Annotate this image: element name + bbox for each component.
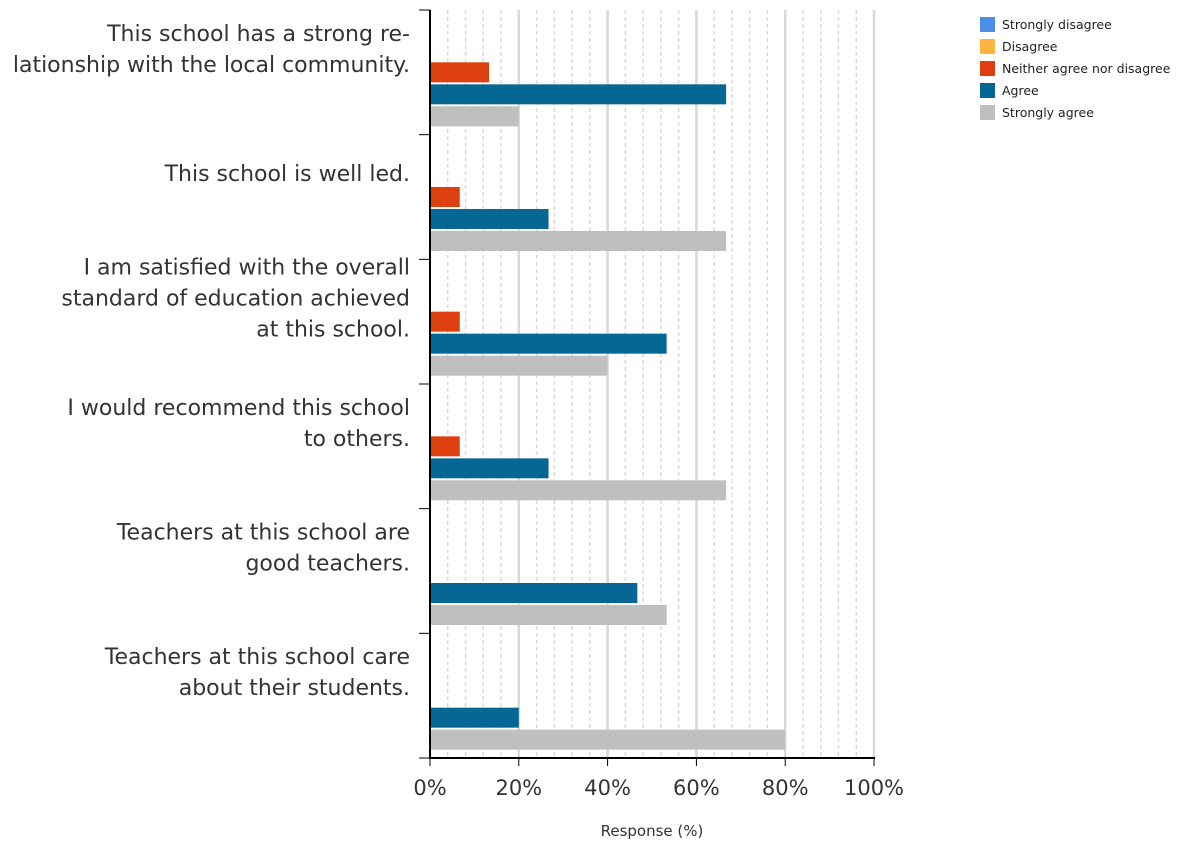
x-tick-label: 0% [413, 776, 446, 800]
legend-swatch [980, 39, 995, 54]
bar-agree-3 [430, 458, 549, 479]
category-label-line: about their students. [179, 676, 410, 701]
bar-neither-agree-nor-disagree-0 [430, 62, 490, 83]
category-label-line: This school is well led. [164, 162, 410, 187]
category-label-1: This school is well led. [164, 162, 410, 187]
axes [419, 9, 875, 766]
category-label-4: Teachers at this school are good teachers… [116, 521, 410, 577]
bar-agree-2 [430, 333, 667, 354]
legend-label: Agree [1002, 83, 1039, 98]
bar-neither-agree-nor-disagree-3 [430, 436, 460, 457]
category-label-5: Teachers at this school care about their … [104, 645, 410, 701]
category-label-line: standard of education achieved [61, 287, 410, 312]
category-labels: This school has a strong re-lationship w… [13, 22, 410, 701]
category-label-line: lationship with the local community. [13, 53, 410, 78]
legend: Strongly disagree Disagree Neither agree n… [980, 17, 1171, 120]
bar-agree-4 [430, 583, 638, 603]
bars [430, 62, 786, 750]
category-label-line: I am satisfied with the overall [84, 256, 410, 281]
bar-agree-5 [430, 707, 519, 728]
legend-swatch [980, 105, 995, 120]
category-label-3: I would recommend this school to others. [67, 396, 410, 452]
bar-strongly-agree-4 [430, 605, 667, 625]
legend-label: Neither agree nor disagree [1002, 61, 1171, 76]
bar-strongly-agree-3 [430, 480, 727, 501]
bar-agree-1 [430, 209, 549, 229]
x-tick-label: 100% [844, 776, 904, 800]
category-label-line: to others. [304, 427, 410, 452]
x-tick-label: 60% [673, 776, 720, 800]
category-label-line: This school has a strong re- [106, 22, 410, 47]
legend-label: Strongly disagree [1002, 17, 1112, 32]
legend-swatch [980, 17, 995, 32]
bar-neither-agree-nor-disagree-1 [430, 187, 460, 207]
bar-strongly-agree-5 [430, 729, 786, 750]
legend-swatch [980, 61, 995, 76]
legend-label: Strongly agree [1002, 105, 1094, 120]
x-tick-label: 20% [495, 776, 542, 800]
bar-strongly-agree-0 [430, 106, 519, 127]
category-label-line: Teachers at this school care [104, 645, 410, 670]
bar-neither-agree-nor-disagree-2 [430, 311, 460, 332]
x-axis-title: Response (%) [601, 822, 704, 840]
bar-strongly-agree-2 [430, 355, 608, 376]
gridlines [447, 10, 876, 758]
legend-label: Disagree [1002, 39, 1058, 54]
category-label-line: I would recommend this school [67, 396, 410, 421]
x-tick-labels: 0% 20% 40% 60% 80% 100% [413, 776, 904, 800]
category-label-line: good teachers. [245, 552, 410, 577]
category-label-2: I am satisfied with the overall standard … [61, 256, 410, 343]
category-label-0: This school has a strong re-lationship w… [13, 22, 410, 78]
category-label-line: Teachers at this school are [116, 521, 410, 546]
category-label-line: at this school. [256, 318, 410, 343]
bar-agree-0 [430, 84, 727, 105]
legend-swatch [980, 83, 995, 98]
bar-strongly-agree-1 [430, 231, 727, 251]
x-tick-label: 80% [762, 776, 809, 800]
x-tick-label: 40% [584, 776, 631, 800]
